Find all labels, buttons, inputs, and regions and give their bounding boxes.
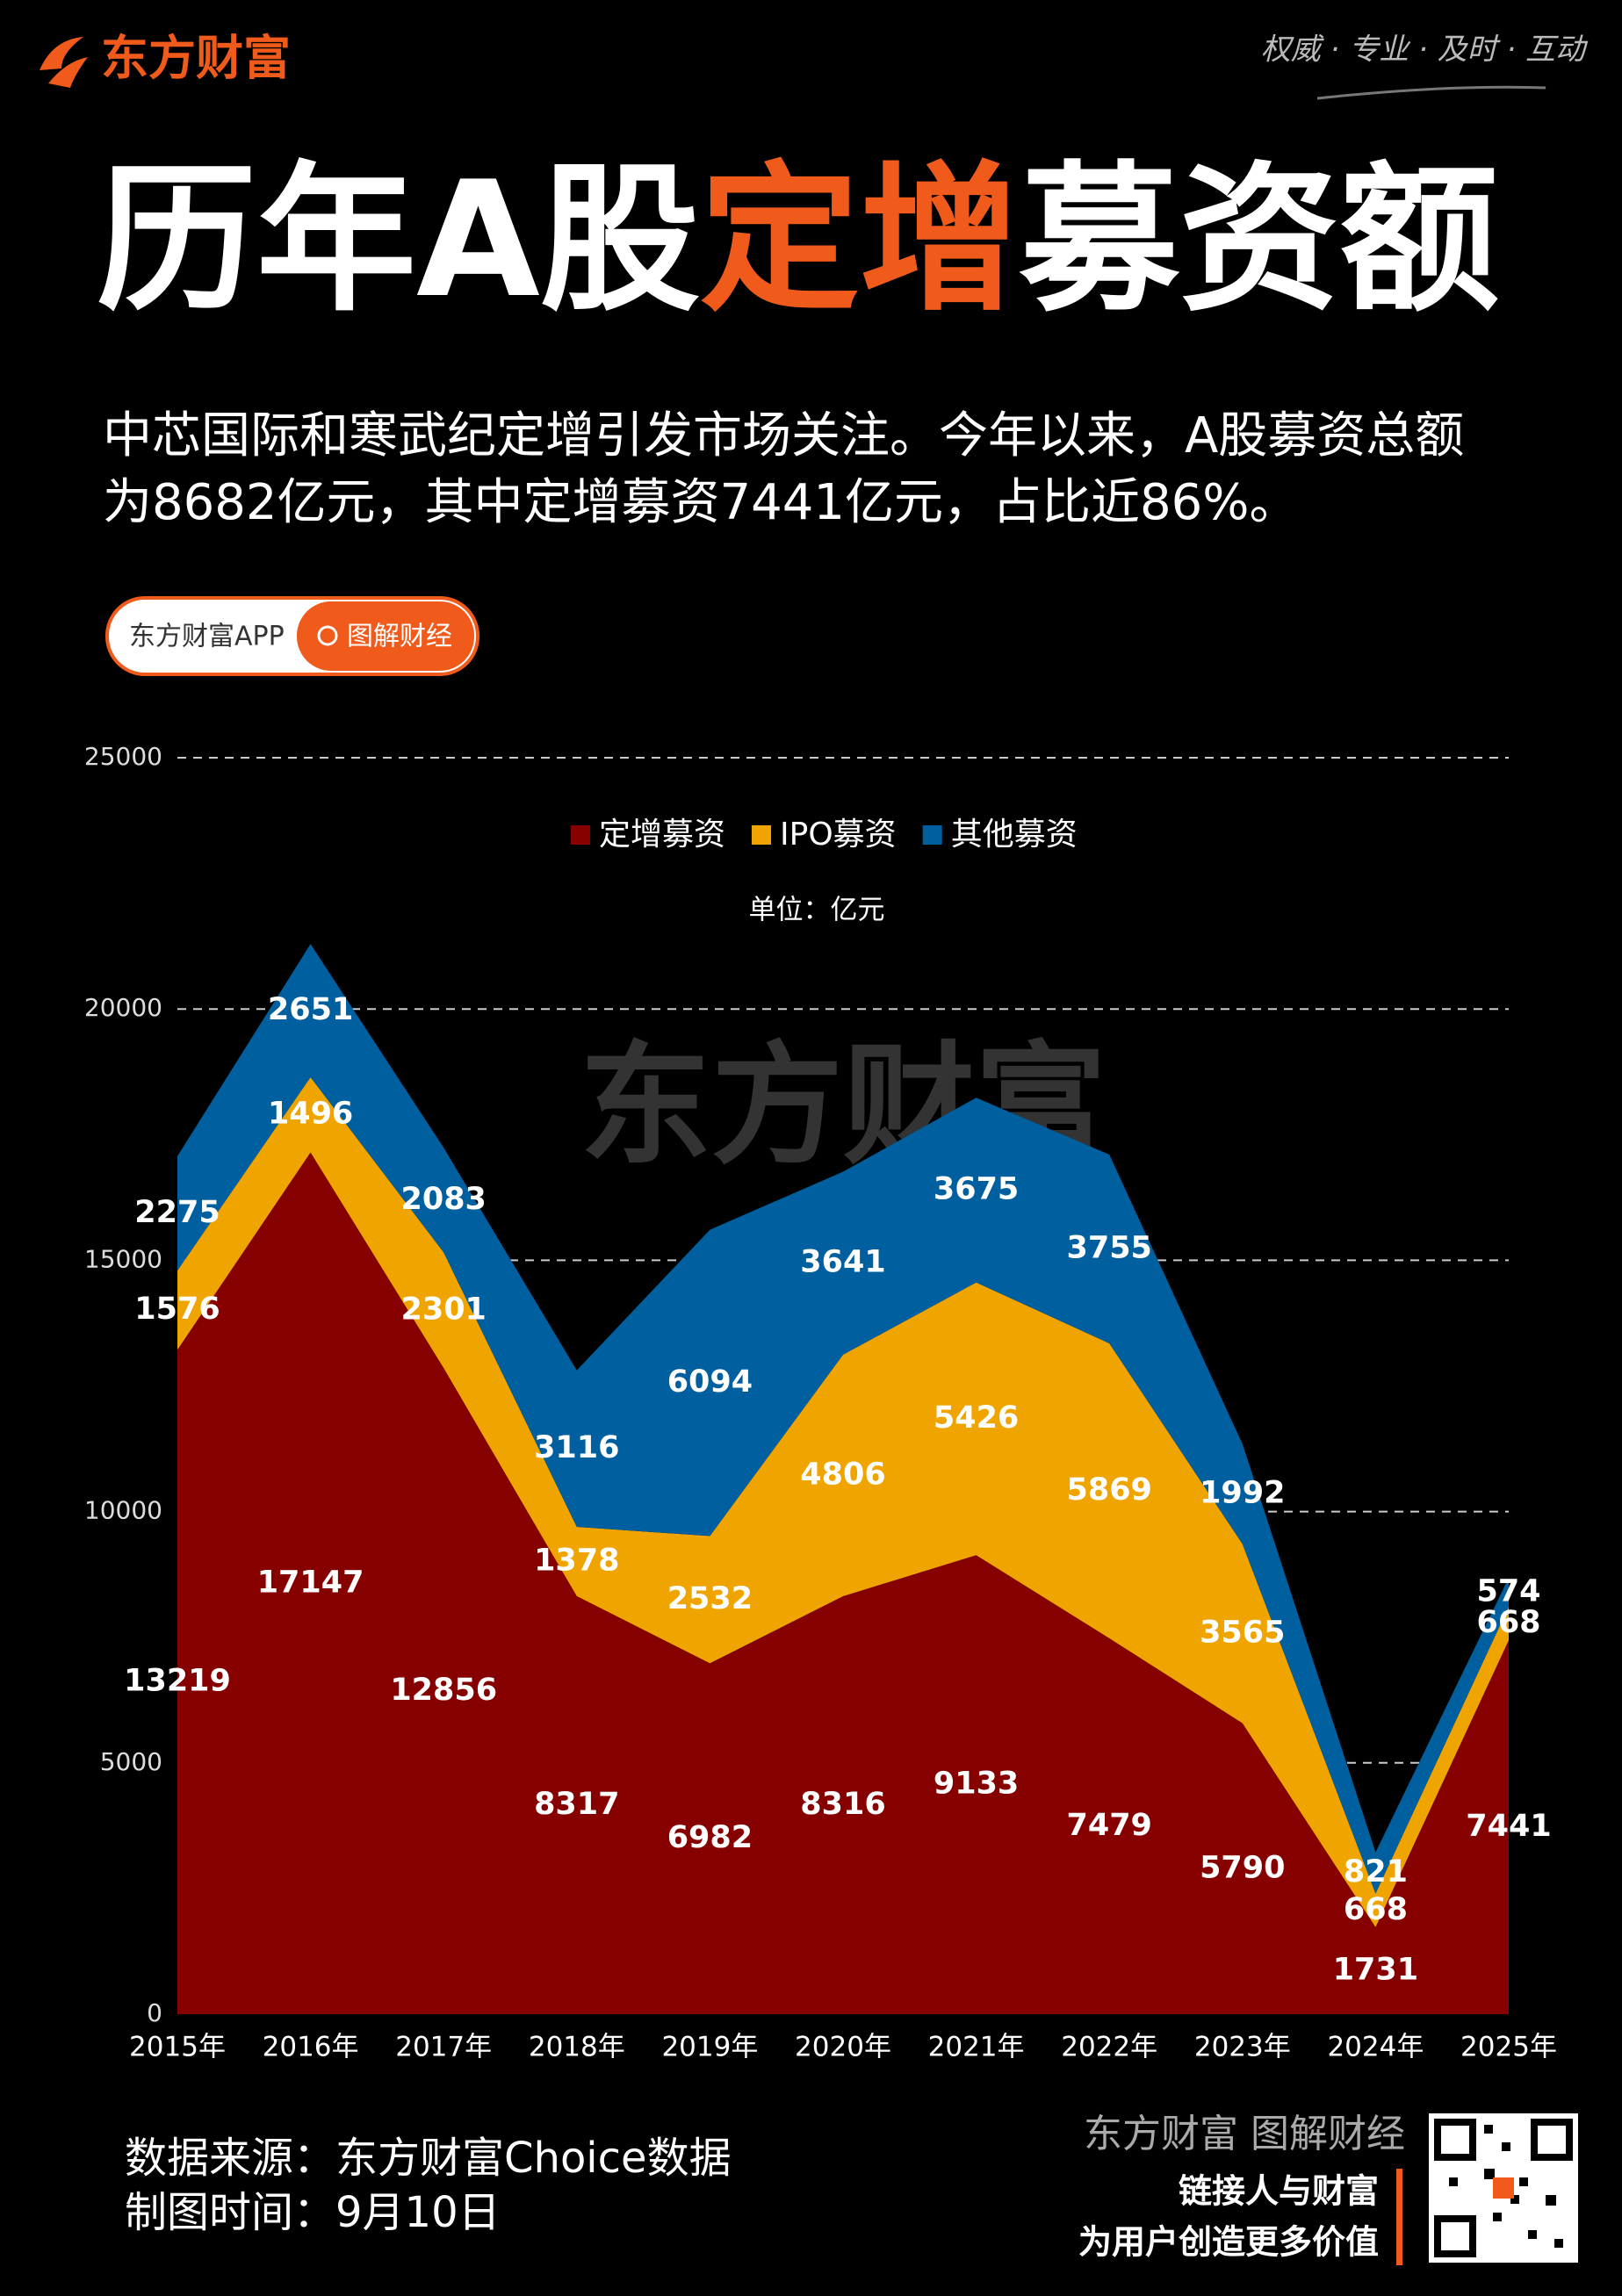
x-tick-label: 2023年 [1194,2032,1291,2063]
data-label: 5426 [934,1400,1019,1436]
footer-slogan: 为用户创造更多价值 [1078,2223,1379,2262]
data-label: 5790 [1200,1850,1285,1885]
data-label: 3755 [1066,1230,1151,1265]
data-label: 1378 [534,1543,619,1578]
data-label: 13219 [124,1664,231,1699]
qr-code [1429,2113,1578,2263]
subtitle: 中芯国际和寒武纪定增引发市场关注。今年以来，A股募资总额 [103,407,1464,464]
legend-swatch [752,825,772,845]
data-label: 1576 [134,1292,220,1327]
logo [40,37,88,88]
x-tick-label: 2022年 [1061,2032,1157,2063]
search-icon [317,625,338,646]
x-tick-label: 2016年 [263,2032,359,2063]
x-tick-label: 2024年 [1327,2032,1424,2063]
brand: 东方财富 [101,31,291,86]
x-tick-label: 2017年 [395,2032,492,2063]
data-label: 17147 [257,1565,364,1600]
search-app: 东方财富APP [129,622,285,652]
source: 数据来源：东方财富Choice数据 [125,2134,732,2183]
data-label: 2532 [667,1581,753,1616]
title-part: 历年A股 [97,147,700,333]
title-part: 定增 [700,147,1020,333]
x-tick-label: 2018年 [529,2032,625,2063]
legend-swatch [922,825,942,845]
x-tick-label: 2020年 [795,2032,891,2063]
data-label: 8316 [800,1787,885,1822]
data-label: 6982 [667,1820,753,1855]
x-tick-label: 2021年 [928,2032,1025,2063]
data-label: 2651 [268,992,353,1027]
data-label: 12856 [390,1673,497,1708]
legend-label: 其他募资 [951,817,1078,853]
data-label: 3565 [1200,1616,1285,1651]
data-label: 821 [1344,1854,1408,1889]
y-tick-label: 25000 [84,742,162,771]
title-part: 募资额 [1019,147,1499,333]
y-tick-label: 20000 [84,993,162,1022]
data-label: 2083 [400,1182,486,1217]
data-label: 5869 [1066,1472,1151,1508]
y-tick-label: 15000 [84,1244,162,1273]
x-tick-label: 2025年 [1460,2032,1557,2063]
subtitle: 为8682亿元，其中定增募资7441亿元，占比近86%。 [103,474,1299,531]
data-label: 7479 [1066,1808,1151,1843]
x-tick-label: 2015年 [129,2032,226,2063]
area [177,1152,1509,2014]
area [177,1076,1509,1927]
data-label: 4806 [800,1457,885,1492]
accent-bar [1396,2169,1402,2265]
unit: 单位：亿元 [749,895,885,926]
data-label: 1731 [1333,1952,1418,1987]
data-label: 2301 [400,1292,486,1327]
data-label: 3116 [534,1430,619,1465]
data-label: 9133 [934,1767,1019,1802]
data-label: 3641 [800,1245,885,1280]
footer-brand: 东方财富 图解财经 [1084,2112,1405,2156]
chart: 0500010000150002000025000东方财富13219171471… [84,742,1557,2063]
y-tick-label: 10000 [84,1496,162,1525]
data-label: 3675 [934,1171,1019,1206]
title: 历年A股定增募资额 [97,147,1499,333]
data-label: 1992 [1200,1476,1285,1511]
date: 制图时间：9月10日 [125,2188,501,2237]
data-label: 6094 [667,1364,753,1400]
data-label: 2275 [134,1195,220,1230]
footer-slogan: 链接人与财富 [1179,2172,1379,2211]
x-tick-label: 2019年 [661,2032,758,2063]
data-label: 574 [1476,1573,1540,1609]
data-label: 8317 [534,1787,619,1822]
brush [1316,85,1546,100]
legend-label: 定增募资 [599,817,725,853]
search-button[interactable] [297,601,474,671]
legend-swatch [571,825,590,845]
y-tick-label: 5000 [100,1747,162,1776]
legend-label: IPO募资 [780,817,897,853]
data-label: 668 [1476,1605,1540,1640]
data-label: 668 [1344,1892,1408,1927]
data-label: 1496 [268,1097,353,1132]
y-tick-label: 0 [147,1998,162,2027]
slogan: 权威 · 专业 · 及时 · 互动 [1261,32,1589,68]
search-query: 图解财经 [347,622,452,652]
area [177,944,1509,1894]
data-label: 7441 [1466,1809,1551,1844]
